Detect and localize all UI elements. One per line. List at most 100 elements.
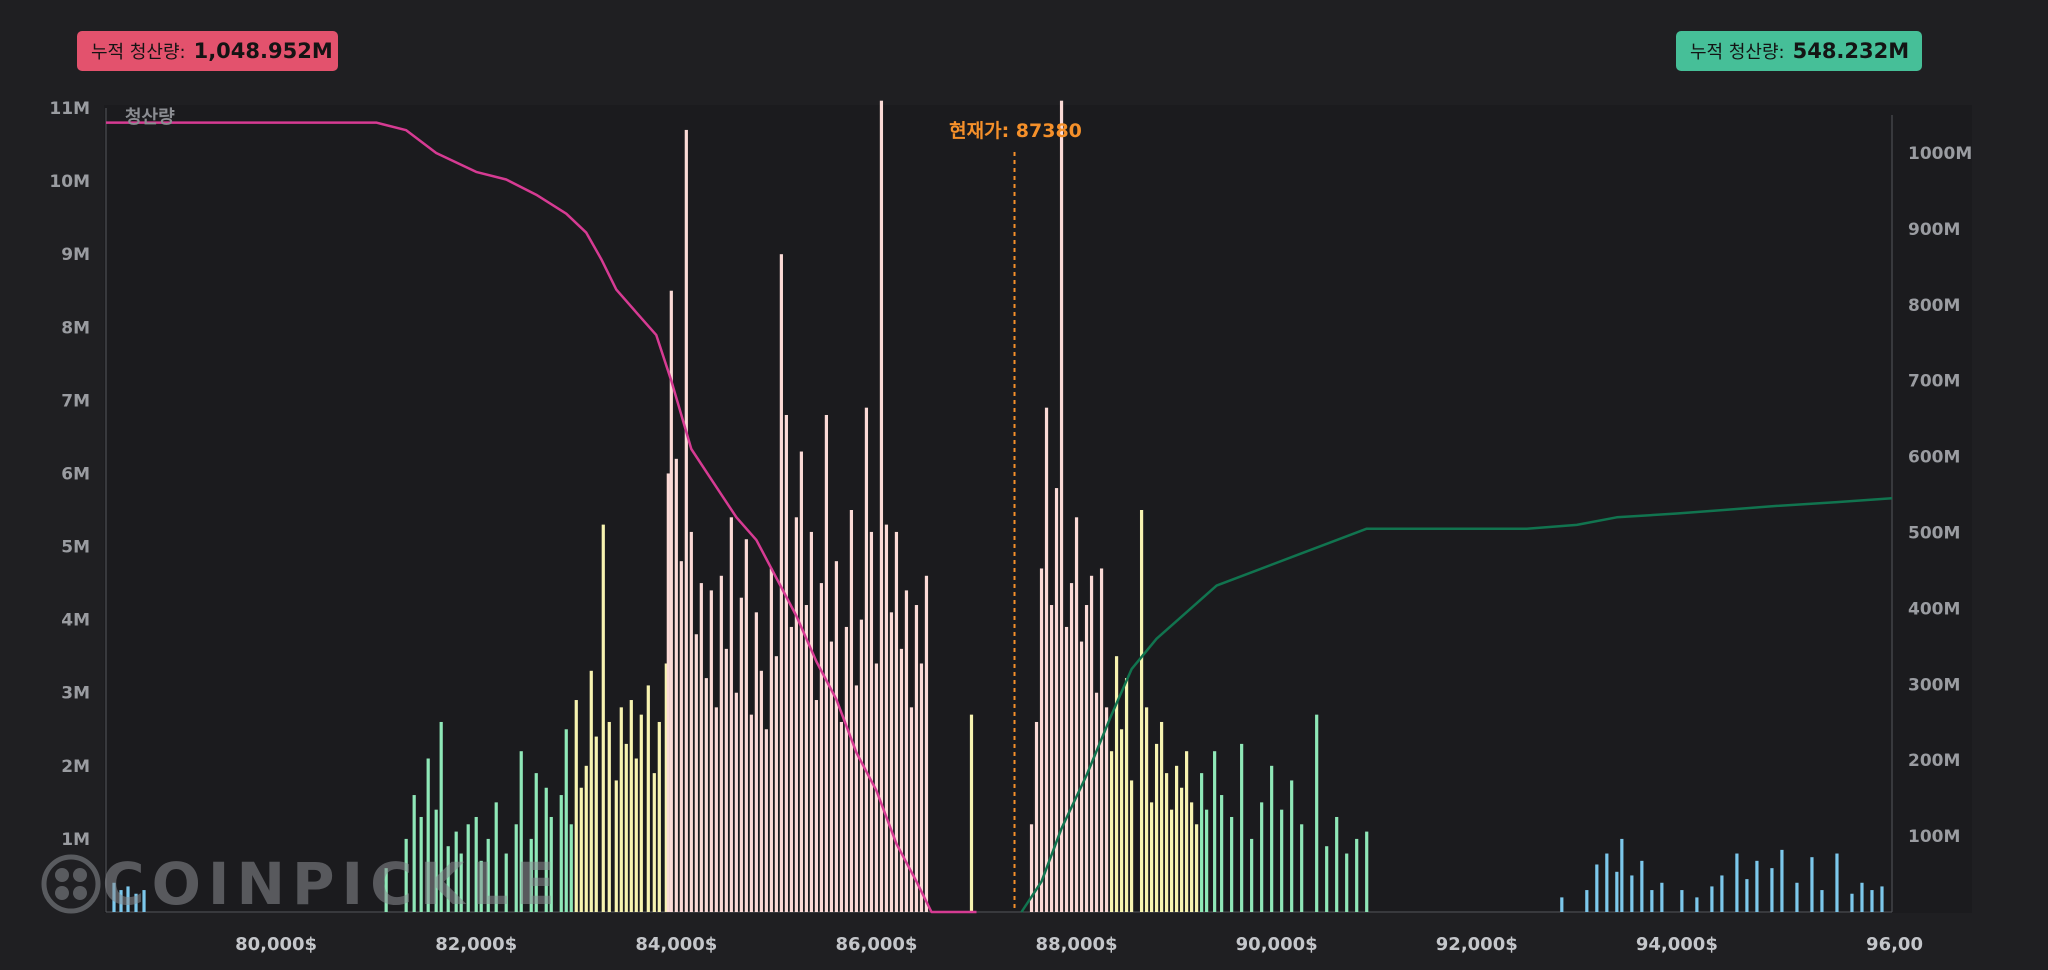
liquidation-bar <box>719 575 723 912</box>
liquidation-bar <box>619 707 623 912</box>
liquidation-bar <box>784 414 788 912</box>
liquidation-bar <box>1880 886 1884 912</box>
liquidation-bar <box>744 539 748 912</box>
liquidation-bar <box>749 714 753 912</box>
liquidation-bar <box>384 868 388 912</box>
liquidation-bar <box>1850 893 1854 912</box>
liquidation-bar <box>1054 488 1059 912</box>
liquidation-bars <box>112 100 1884 913</box>
liquidation-bar <box>1870 890 1874 912</box>
left-y-tick-label: 8M <box>61 318 90 338</box>
liquidation-bar <box>459 853 463 912</box>
liquidation-bar <box>652 773 656 912</box>
liquidation-bar <box>914 605 919 912</box>
liquidation-bar <box>1089 575 1094 912</box>
x-tick-label: 96,00 <box>1866 934 1923 955</box>
liquidation-bar <box>534 773 538 912</box>
liquidation-bar <box>1230 816 1234 912</box>
liquidation-bar <box>664 663 668 912</box>
liquidation-bar <box>1365 831 1369 912</box>
liquidation-bar <box>679 561 683 912</box>
liquidation-bar <box>1585 890 1589 912</box>
liquidation-bar <box>1205 809 1209 912</box>
liquidation-bar <box>754 612 758 912</box>
left-y-tick-label: 1M <box>61 830 90 850</box>
liquidation-bar <box>594 736 598 912</box>
liquidation-bar <box>419 816 423 912</box>
liquidation-bar <box>544 787 548 912</box>
liquidation-bar <box>969 714 974 912</box>
cumulative-liquidation-badge-short: 누적 청산량: 548.232M <box>1676 31 1922 71</box>
cumulative-lines <box>106 121 1893 914</box>
liquidation-bar <box>1049 605 1054 912</box>
liquidation-bar <box>446 846 450 912</box>
liquidation-bar <box>454 831 458 912</box>
liquidation-bar <box>1074 517 1079 912</box>
liquidation-bar <box>1195 824 1199 912</box>
left-y-tick-label: 7M <box>61 391 90 411</box>
right-y-tick-label: 100M <box>1908 827 1960 847</box>
badge-value: 548.232M <box>1792 39 1910 63</box>
liquidation-bar <box>1220 795 1224 912</box>
liquidation-bar <box>494 802 498 912</box>
liquidation-bar <box>779 254 783 912</box>
liquidation-bar <box>1164 773 1169 912</box>
liquidation-bar <box>412 795 416 912</box>
liquidation-bar <box>1820 890 1824 912</box>
liquidation-bar <box>724 648 728 912</box>
liquidation-bar <box>1720 875 1724 912</box>
liquidation-bar <box>614 780 618 912</box>
liquidation-bar <box>1240 743 1244 912</box>
badge-value: 1,048.952M <box>193 39 333 63</box>
left-y-tick-label: 3M <box>61 684 90 704</box>
liquidation-bar <box>1084 605 1089 912</box>
liquidation-bar <box>1149 802 1154 912</box>
liquidation-bar <box>1735 853 1739 912</box>
liquidation-bar <box>112 882 116 912</box>
liquidation-bar <box>1755 860 1759 912</box>
liquidation-bar <box>439 721 443 912</box>
liquidation-bar <box>834 561 839 912</box>
liquidation-bar <box>1190 802 1194 912</box>
liquidation-bar <box>844 626 849 912</box>
liquidation-bar <box>734 692 738 912</box>
x-tick-label: 92,000$ <box>1436 934 1518 955</box>
liquidation-bar <box>1355 838 1359 912</box>
liquidation-bar <box>1710 886 1714 912</box>
liquidation-bar <box>1200 773 1204 912</box>
liquidation-bar <box>666 473 670 912</box>
liquidation-bar <box>1650 890 1654 912</box>
x-tick-label: 80,000$ <box>235 934 317 955</box>
liquidation-bar <box>1059 100 1064 912</box>
liquidation-bar <box>1810 857 1814 912</box>
liquidation-bar <box>829 641 834 912</box>
liquidation-bar <box>1094 692 1099 912</box>
liquidation-bar <box>1139 510 1144 912</box>
liquidation-bar <box>1345 853 1349 912</box>
x-tick-label: 82,000$ <box>435 934 517 955</box>
left-y-tick-label: 5M <box>61 538 90 558</box>
liquidation-bar <box>1174 765 1179 912</box>
liquidation-bar <box>1835 853 1839 912</box>
liquidation-bar <box>426 758 430 912</box>
liquidation-bar <box>1335 816 1339 912</box>
liquidation-bar <box>1595 864 1599 912</box>
liquidation-bar <box>1325 846 1329 912</box>
cumulative-liquidation-badge-long: 누적 청산량: 1,048.952M <box>77 31 338 71</box>
liquidation-bar <box>134 893 138 912</box>
liquidation-bar <box>704 678 708 912</box>
right-y-tick-label: 400M <box>1908 599 1960 619</box>
short-cumulative-line <box>1020 497 1893 913</box>
liquidation-bar <box>589 670 593 912</box>
liquidation-bar <box>569 824 573 912</box>
left-y-tick-label: 6M <box>61 464 90 484</box>
left-y-tick-label: 4M <box>61 611 90 631</box>
liquidation-bar <box>434 809 438 912</box>
liquidation-bar <box>699 583 703 912</box>
liquidation-bar <box>1180 787 1184 912</box>
liquidation-bar <box>1780 849 1784 912</box>
liquidation-bar <box>794 517 798 912</box>
liquidation-bar <box>729 517 733 912</box>
liquidation-bar <box>1745 879 1749 912</box>
